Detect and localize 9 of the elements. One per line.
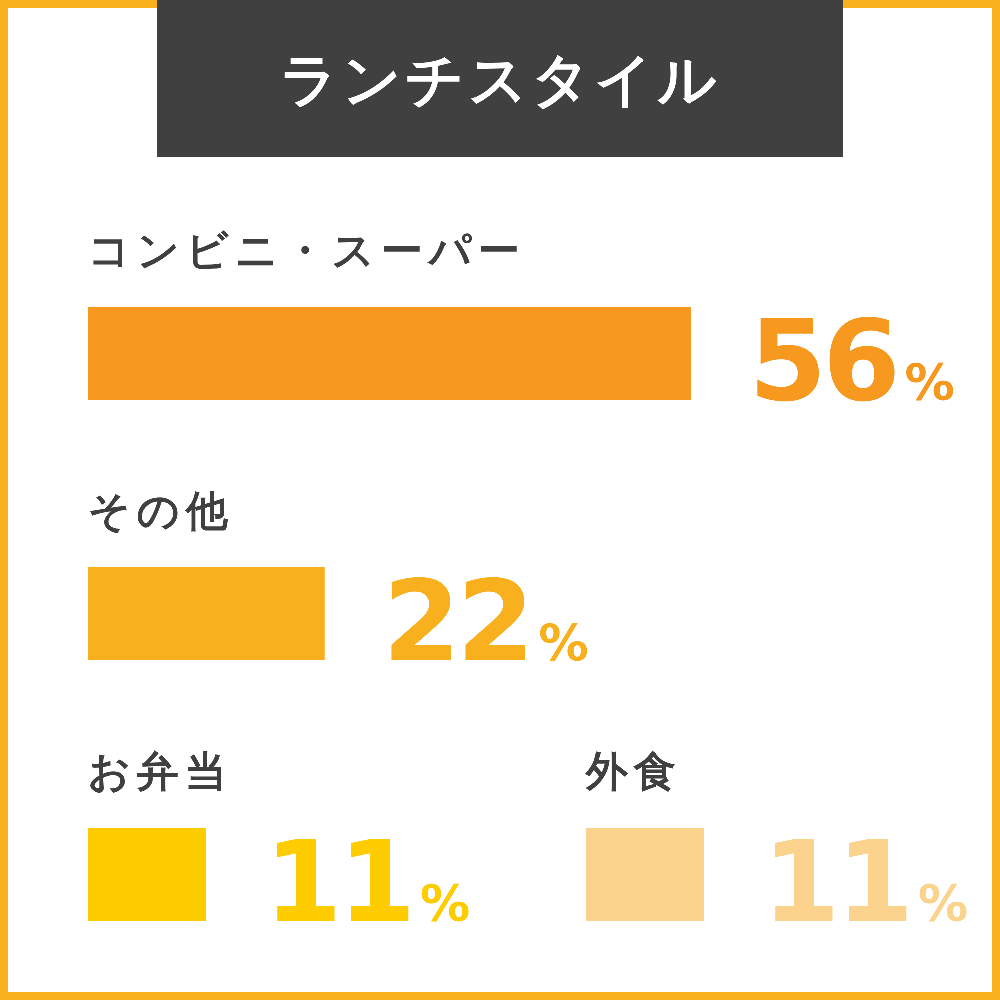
data-label: 11% — [762, 818, 968, 948]
y-tick-label: コンビニ・スーパー — [88, 226, 526, 275]
data-label: 56% — [749, 297, 954, 427]
y-tick-label: その他 — [88, 486, 234, 536]
chart-title: ランチスタイル — [280, 46, 720, 114]
y-tick-label: 外食 — [585, 747, 682, 796]
y-tick-label: お弁当 — [88, 747, 233, 796]
data-label: 22% — [382, 558, 588, 688]
data-label: 11% — [264, 818, 470, 948]
